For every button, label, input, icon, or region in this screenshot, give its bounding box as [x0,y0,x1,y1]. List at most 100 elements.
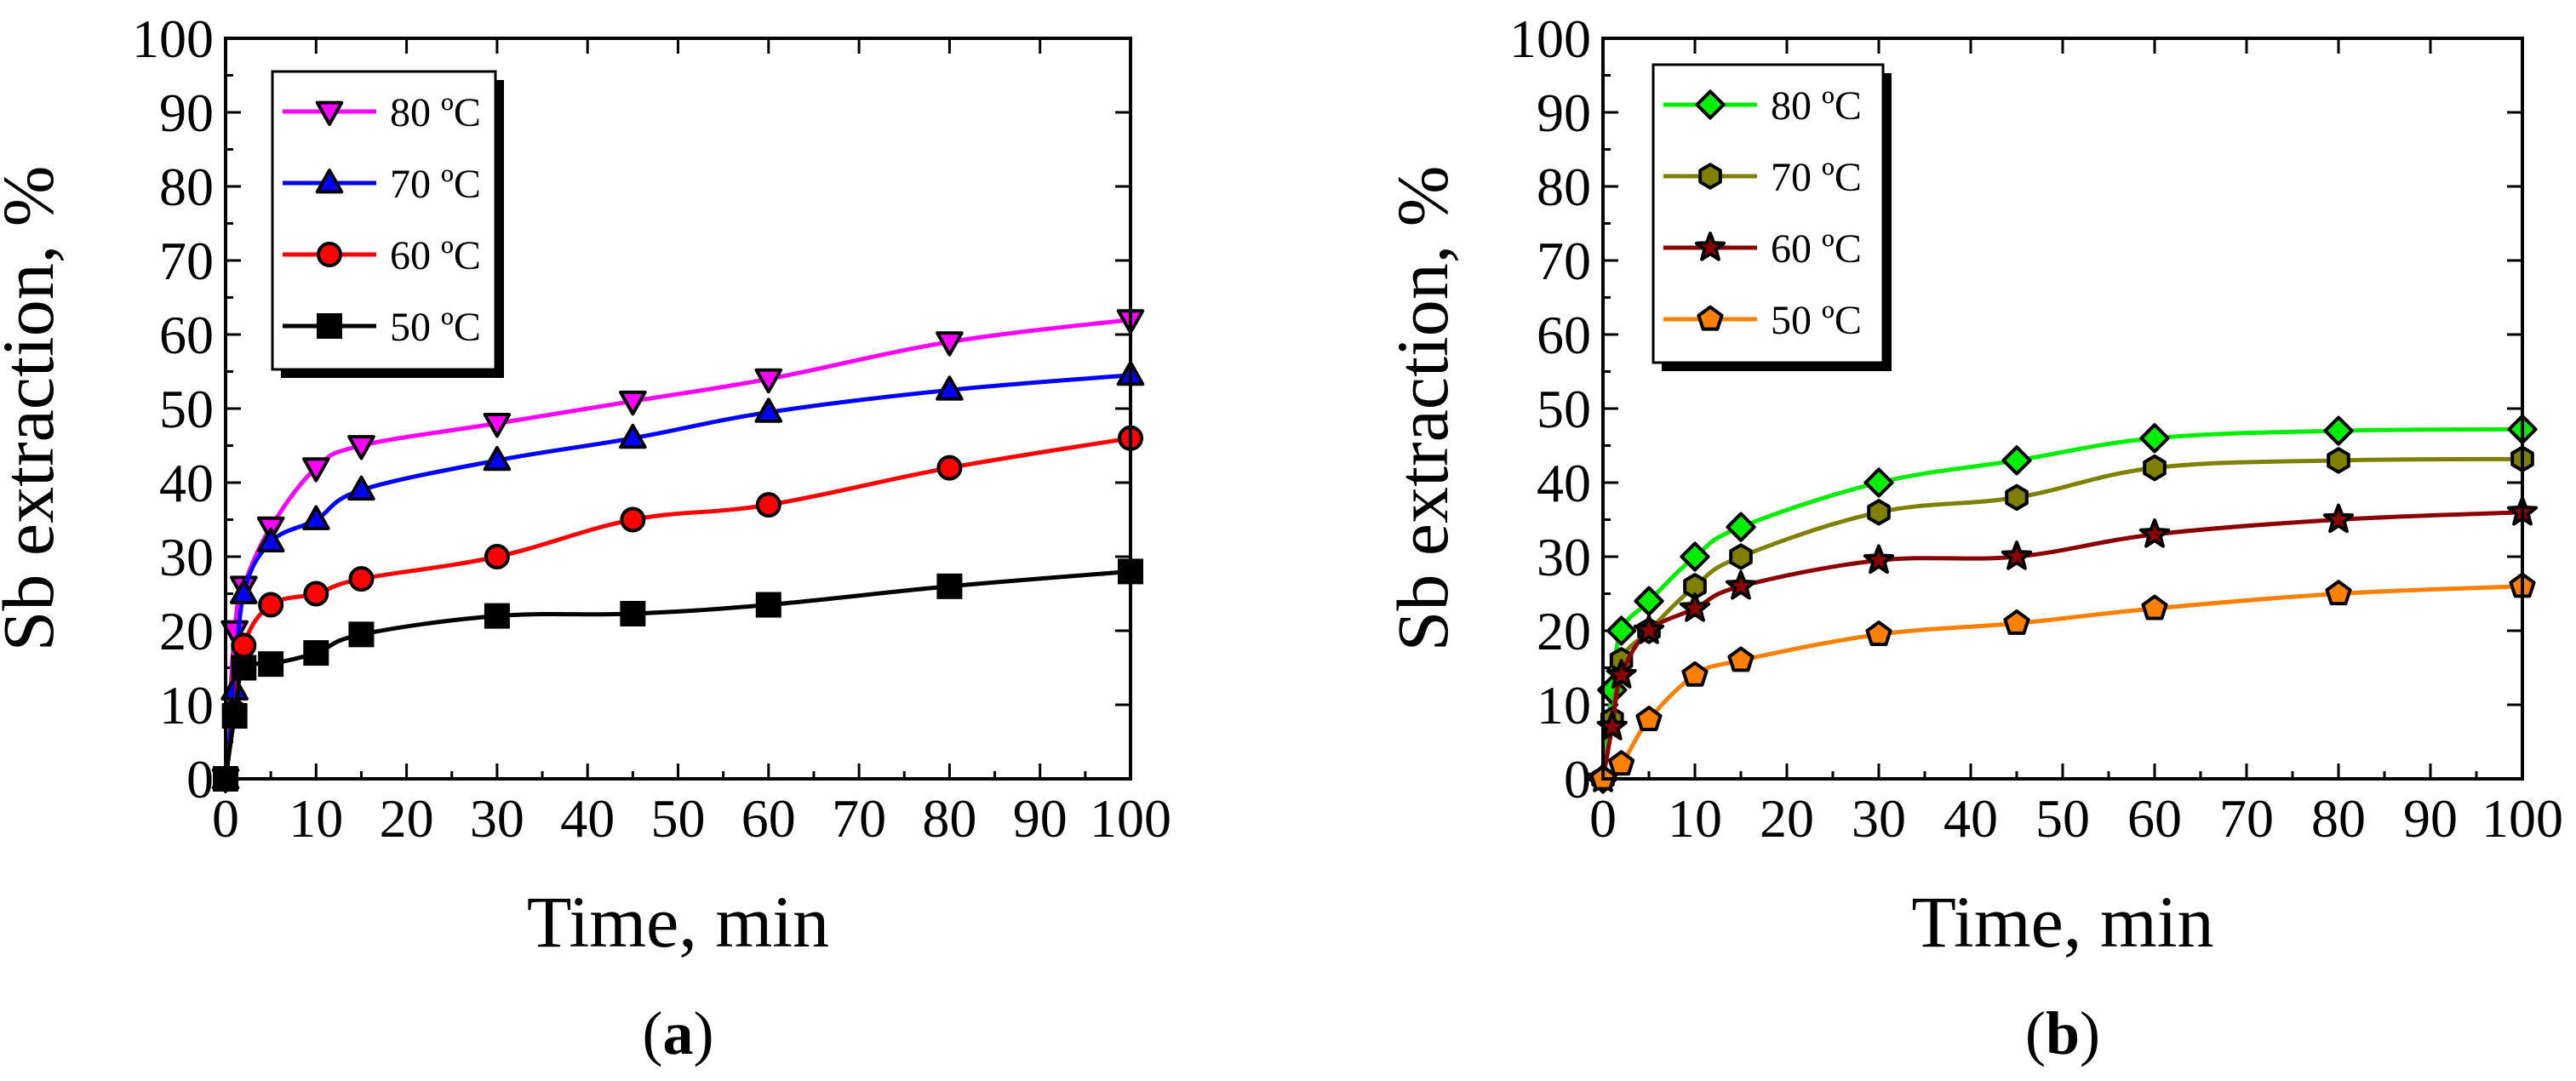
x-tick-label: 70 [832,788,886,849]
data-point [936,331,964,357]
legend-label: 80 ºC [1771,83,1862,129]
plot-frame [224,37,1132,781]
y-tick-label: 80 [1537,157,1591,217]
data-point [2322,503,2355,534]
data-point [1725,569,1757,600]
legend-marker [1698,163,1722,190]
x-axis-label: Time, min [527,881,829,963]
legend-marker [1697,305,1724,331]
data-point [303,581,329,607]
legend-marker [317,313,342,339]
data-point [2323,415,2354,446]
data-point [229,579,258,604]
data-point [231,632,257,659]
legend-label: 50 ºC [1771,298,1862,343]
y-tick-label: 60 [1537,305,1591,365]
x-tick-label: 0 [212,788,239,849]
data-point [301,505,330,530]
data-point [2138,518,2171,548]
legend-label: 60 ºC [1771,226,1862,272]
y-tick-label: 50 [159,379,214,439]
y-tick-label: 60 [159,305,214,365]
data-point [303,640,329,666]
data-point [1679,592,1711,622]
legend: 80 ºC 70 ºC 60 ºC 50 ºC [1652,63,1892,371]
legend-marker [1695,89,1726,120]
y-tick-label: 40 [1537,453,1591,513]
x-tick-label: 80 [2311,788,2366,849]
x-tick-label: 70 [2219,788,2274,849]
data-point [936,573,963,599]
series-line [1601,584,2523,781]
legend-box [271,70,497,371]
legend-label: 60 ºC [390,233,481,278]
legend-marker [317,242,342,267]
y-tick-label: 100 [1509,9,1591,69]
x-tick-label: 20 [1760,788,1814,849]
x-tick-label: 10 [1668,788,1722,849]
data-point [755,492,781,518]
data-point [936,455,963,481]
data-point [1633,615,1665,644]
data-point [1863,544,1895,575]
data-point [483,412,512,438]
data-point [1606,615,1637,646]
data-point [348,621,375,648]
legend-marker [1694,232,1726,261]
y-tick-label: 10 [159,675,214,735]
x-tick-label: 60 [741,788,796,849]
x-tick-label: 90 [2403,788,2458,849]
data-point [620,506,646,533]
legend-marker [315,100,344,126]
data-point [258,651,284,678]
data-point [1865,621,1892,646]
x-tick-label: 40 [1943,788,1998,849]
y-tick-label: 90 [159,83,214,143]
y-tick-label: 0 [186,749,214,809]
legend-label: 80 ºC [390,90,481,135]
y-tick-label: 50 [1537,379,1591,439]
panel-caption: (b) [2025,999,2100,1067]
data-point [1634,586,1664,616]
data-point [231,655,257,681]
data-point [619,423,647,449]
x-tick-label: 20 [380,788,434,849]
data-point [2327,447,2350,474]
panel-caption: (a) [643,999,714,1067]
panel-b: 0 10 20 30 40 50 60 70 80 90 100 0 10 20 30 40 50 60 70 80 9… [1382,9,2563,1067]
data-point [2141,594,2168,621]
data-point [301,457,330,483]
x-tick-label: 60 [2127,788,2182,849]
x-tick-label: 50 [2035,788,2090,849]
y-tick-label: 0 [1564,749,1591,809]
data-point [2325,580,2352,606]
data-point [754,398,783,423]
y-tick-label: 20 [159,601,214,661]
data-point [1607,750,1635,776]
data-point [755,592,781,618]
series-line [1600,426,2523,780]
y-tick-label: 30 [1537,527,1591,587]
series-line [223,569,1131,780]
data-point [1867,499,1891,526]
legend-label: 50 ºC [390,305,481,350]
data-point [2143,454,2167,482]
y-tick-label: 20 [1537,601,1591,661]
y-tick-label: 80 [159,157,214,217]
data-point [2005,483,2029,512]
x-tick-label: 100 [2482,788,2563,849]
plot-frame [1601,37,2524,781]
data-point [1726,512,1756,542]
x-axis-label: Time, min [1911,881,2213,963]
y-tick-label: 70 [1537,231,1591,291]
legend-label: 70 ºC [1771,155,1862,200]
data-point [258,592,284,618]
x-tick-label: 30 [1852,788,1906,849]
data-point [2003,609,2030,635]
y-axis-label: Sb extraction, % [1382,166,1463,652]
legend-marker [315,169,344,194]
x-tick-label: 10 [289,788,343,849]
data-point [348,566,375,592]
data-point [256,527,285,552]
